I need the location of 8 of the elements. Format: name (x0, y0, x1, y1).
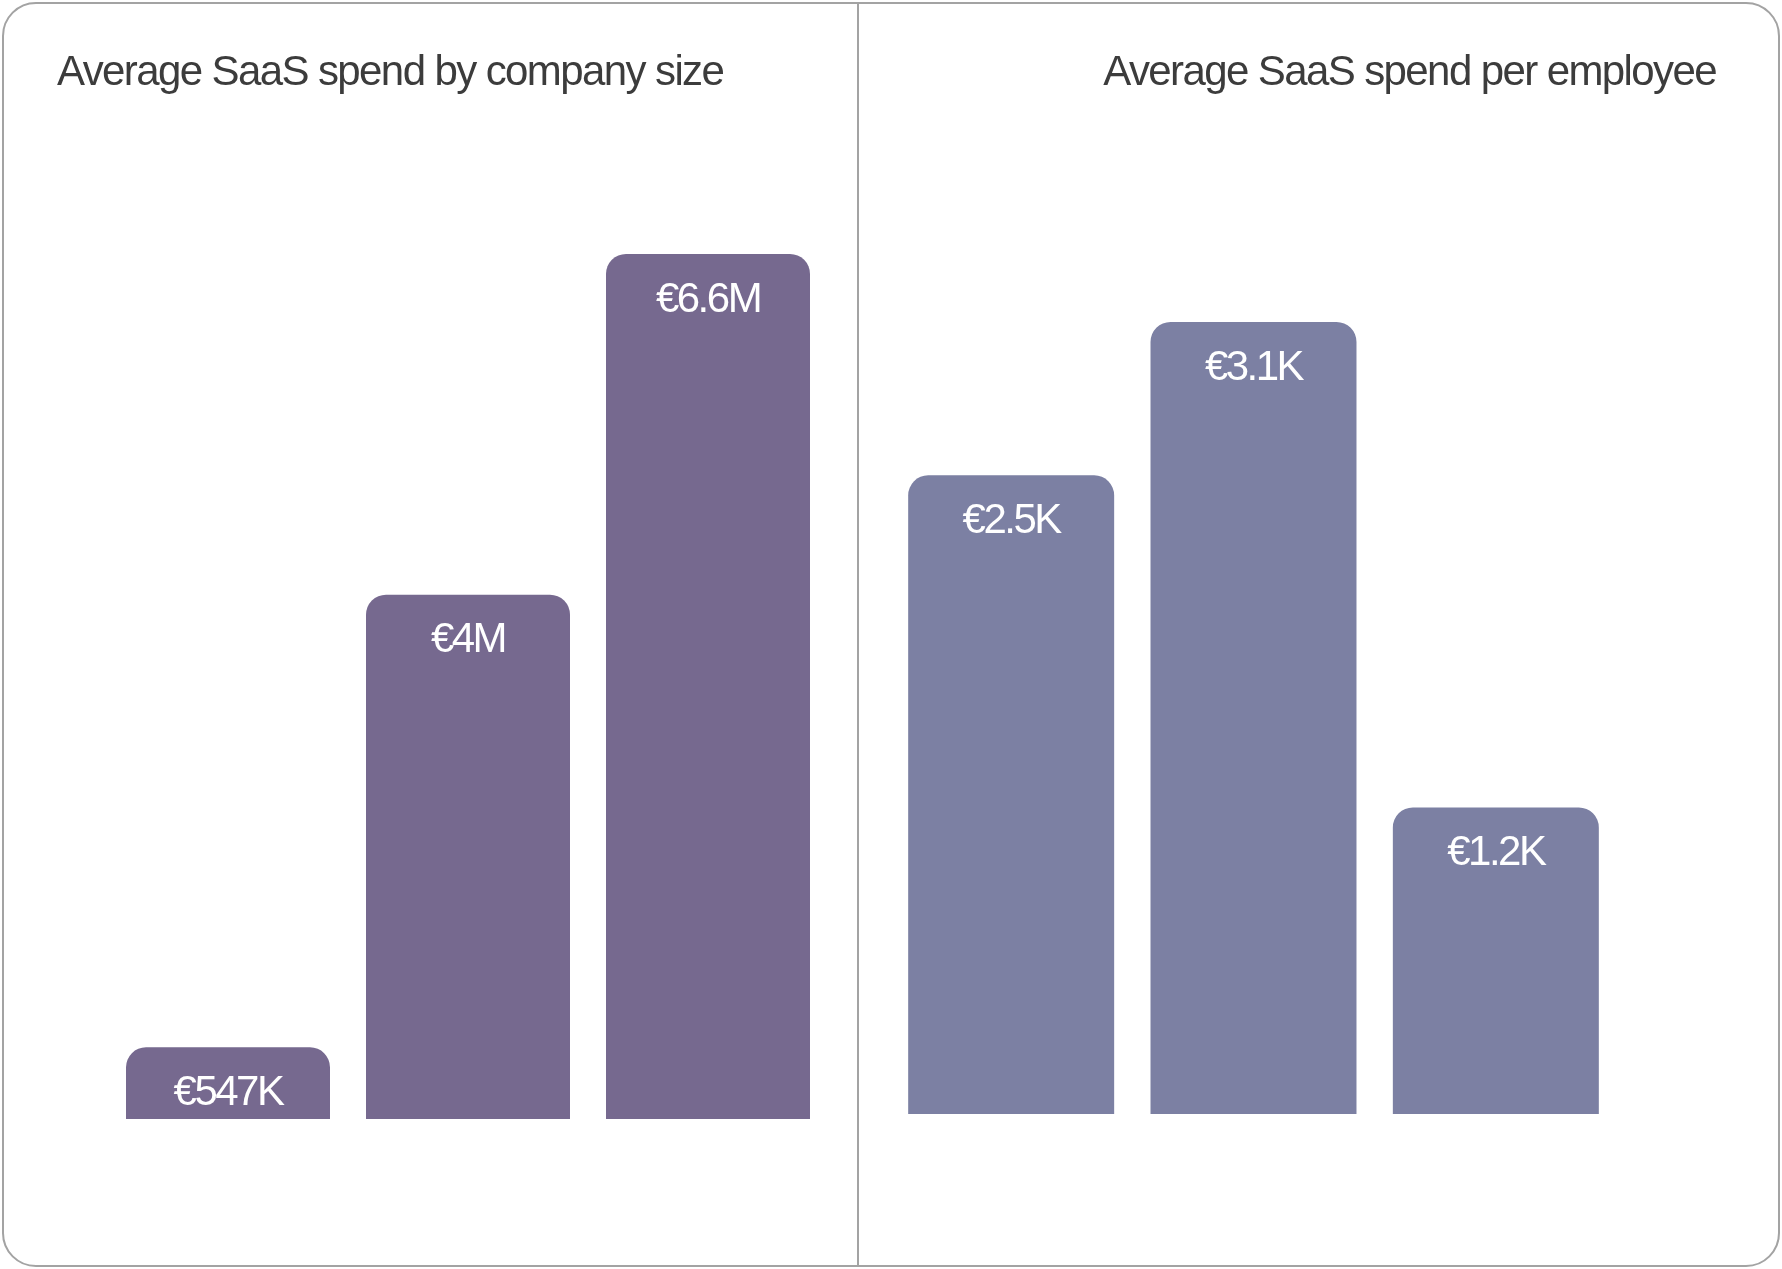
data-label: €3.1K (1204, 341, 1305, 389)
data-label: €1.2K (1447, 827, 1547, 874)
data-label: €2.5K (962, 494, 1063, 542)
chart-title: Average SaaS spend by company size (57, 46, 724, 96)
data-label: €6.6M (655, 273, 761, 321)
chart-title: Average SaaS spend per employee (1103, 46, 1716, 96)
data-label: €4M (430, 614, 506, 662)
data-label: €547K (173, 1066, 285, 1114)
